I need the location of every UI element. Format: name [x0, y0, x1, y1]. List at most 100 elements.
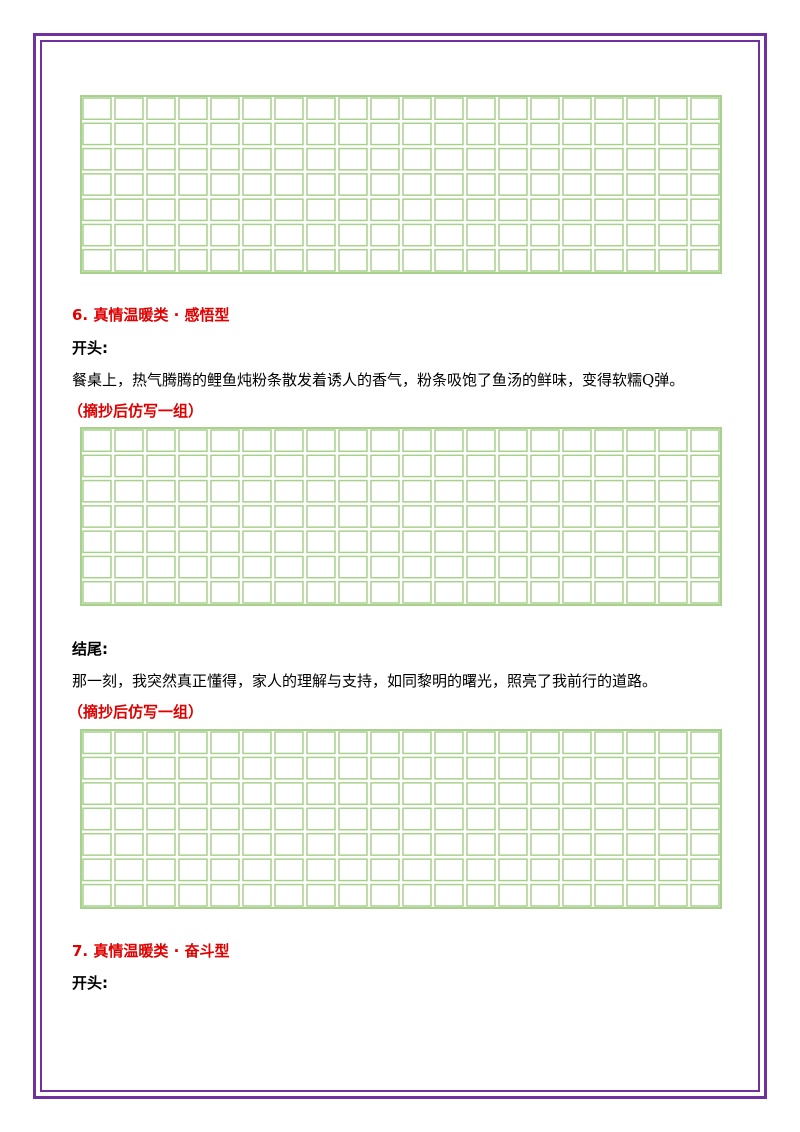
grid-cell — [690, 807, 720, 831]
grid-cell — [82, 782, 112, 806]
grid-cell — [498, 756, 528, 780]
grid-cell — [242, 454, 272, 478]
grid-cell — [498, 248, 528, 272]
grid-cell — [146, 454, 176, 478]
grid-cell — [146, 832, 176, 856]
grid-cell — [466, 731, 496, 755]
grid-cell — [530, 580, 560, 604]
grid-cell — [338, 198, 368, 222]
grid-cell — [306, 782, 336, 806]
grid-cell — [690, 530, 720, 554]
grid-cell — [658, 832, 688, 856]
grid-cell — [146, 858, 176, 882]
grid-cell — [466, 505, 496, 528]
grid-cell — [466, 479, 496, 503]
grid-cell — [658, 429, 688, 453]
grid-cell — [530, 122, 560, 146]
grid-cell — [178, 147, 208, 171]
grid-cell — [562, 756, 592, 780]
grid-cell — [530, 807, 560, 831]
grid-cell — [658, 580, 688, 604]
grid-cell — [82, 173, 112, 196]
grid-cell — [178, 731, 208, 755]
grid-cell — [82, 223, 112, 247]
grid-cell — [146, 122, 176, 146]
grid-cell — [306, 505, 336, 528]
paragraph: 那一刻，我突然真正懂得，家人的理解与支持，如同黎明的曙光，照亮了我前行的道路。 — [72, 672, 658, 690]
grid-cell — [274, 782, 304, 806]
grid-cell — [210, 429, 240, 453]
grid-cell — [402, 147, 432, 171]
grid-cell — [114, 832, 144, 856]
grid-cell — [594, 429, 624, 453]
grid-cell — [402, 782, 432, 806]
grid-cell — [594, 555, 624, 579]
grid-cell — [562, 883, 592, 907]
grid-cell — [658, 807, 688, 831]
grid-cell — [306, 555, 336, 579]
grid-cell — [306, 832, 336, 856]
grid-cell — [498, 223, 528, 247]
grid-cell — [82, 883, 112, 907]
grid-cell — [562, 223, 592, 247]
grid-cell — [146, 555, 176, 579]
grid-cell — [594, 756, 624, 780]
grid-cell — [690, 147, 720, 171]
grid-cell — [114, 555, 144, 579]
grid-cell — [338, 454, 368, 478]
grid-cell — [690, 429, 720, 453]
grid-cell — [690, 223, 720, 247]
grid-cell — [210, 122, 240, 146]
grid-cell — [626, 248, 656, 272]
grid-cell — [594, 530, 624, 554]
grid-cell — [210, 147, 240, 171]
grid-cell — [626, 731, 656, 755]
grid-cell — [530, 97, 560, 121]
grid-cell — [210, 505, 240, 528]
grid-cell — [146, 173, 176, 196]
grid-cell — [338, 756, 368, 780]
grid-cell — [530, 883, 560, 907]
grid-cell — [690, 505, 720, 528]
grid-cell — [690, 454, 720, 478]
grid-cell — [626, 782, 656, 806]
grid-cell — [274, 223, 304, 247]
grid-cell — [114, 756, 144, 780]
grid-cell — [626, 530, 656, 554]
grid-cell — [402, 858, 432, 882]
grid-cell — [146, 756, 176, 780]
grid-cell — [466, 555, 496, 579]
grid-cell — [242, 555, 272, 579]
grid-cell — [594, 858, 624, 882]
grid-cell — [242, 807, 272, 831]
grid-cell — [658, 97, 688, 121]
grid-cell — [594, 198, 624, 222]
grid-cell — [306, 807, 336, 831]
grid-cell — [82, 858, 112, 882]
grid-cell — [82, 97, 112, 121]
grid-cell — [178, 198, 208, 222]
grid-cell — [242, 756, 272, 780]
grid-cell — [338, 731, 368, 755]
section-heading: 7. 真情温暖类 · 奋斗型 — [72, 942, 230, 960]
grid-cell — [466, 97, 496, 121]
grid-cell — [434, 429, 464, 453]
grid-cell — [114, 173, 144, 196]
section-heading: 6. 真情温暖类 · 感悟型 — [72, 306, 230, 324]
grid-cell — [530, 530, 560, 554]
grid-cell — [402, 248, 432, 272]
grid-cell — [530, 505, 560, 528]
grid-frame — [80, 95, 722, 274]
grid-cell — [242, 858, 272, 882]
grid-cell — [82, 248, 112, 272]
grid-cell — [370, 756, 400, 780]
grid-cell — [114, 782, 144, 806]
grid-cell — [210, 580, 240, 604]
grid-cell — [562, 97, 592, 121]
grid-cell — [690, 555, 720, 579]
grid-cell — [562, 832, 592, 856]
grid-cell — [338, 97, 368, 121]
grid-cell — [690, 173, 720, 196]
grid-cell — [530, 248, 560, 272]
grid-cell — [626, 580, 656, 604]
